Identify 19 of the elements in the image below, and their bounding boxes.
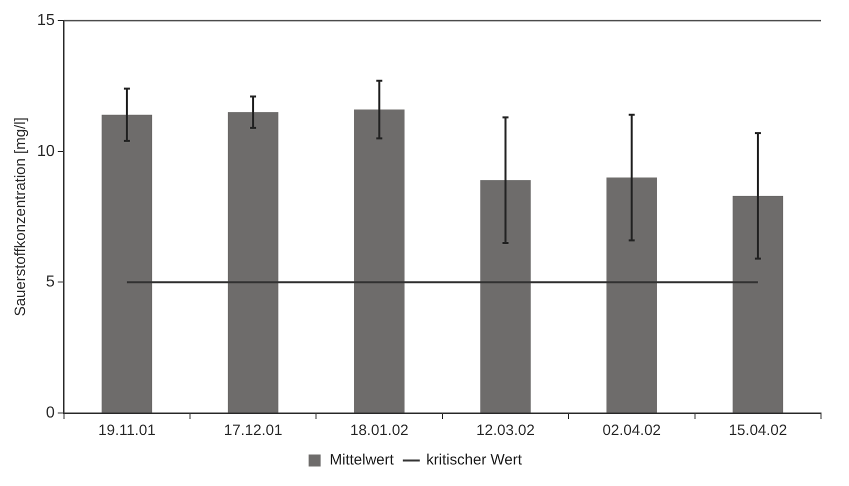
x-tick-label: 19.11.01: [98, 422, 156, 440]
x-tick-label: 02.04.02: [602, 422, 661, 440]
legend-label: kritischer Wert: [426, 452, 523, 469]
bar: [732, 196, 784, 412]
y-tick-label: 15: [37, 12, 55, 30]
x-tick-label: 18.01.02: [350, 422, 408, 440]
y-tick-label: 10: [37, 142, 55, 160]
x-tick-label: 12.03.02: [476, 422, 535, 440]
bar: [228, 112, 278, 412]
bar: [606, 178, 657, 412]
y-tick-label: 5: [46, 274, 55, 291]
bar: [480, 180, 531, 412]
bar: [102, 114, 152, 412]
x-tick-label: 17.12.01: [224, 422, 282, 440]
y-axis-title: Sauerstoffkonzentration [mg/l]: [12, 117, 30, 316]
legend-label: Mittelwert: [330, 452, 395, 469]
bar: [354, 110, 405, 412]
y-tick-label: 0: [46, 404, 55, 422]
x-tick-label: 15.04.02: [728, 422, 788, 440]
